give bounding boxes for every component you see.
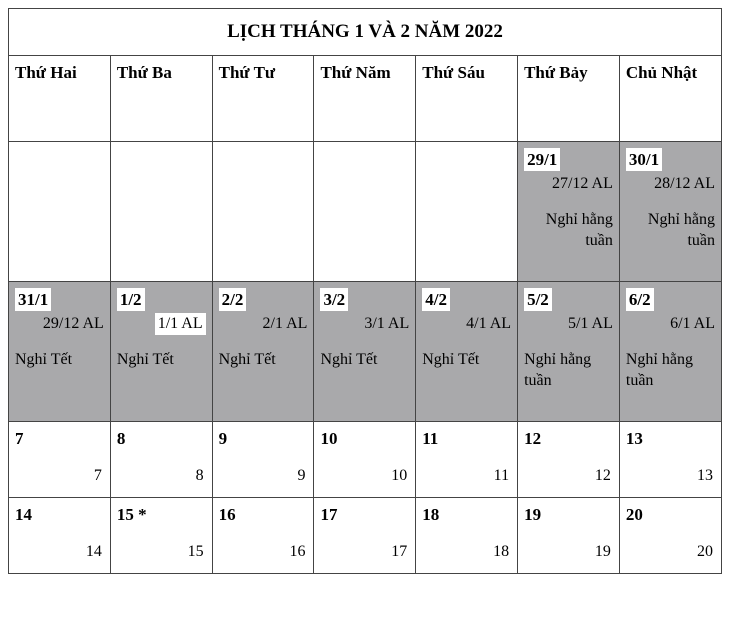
lunar-label: 3/1 AL <box>320 313 409 335</box>
lunar-label: 2/1 AL <box>219 313 308 335</box>
weekday-header-row: Thứ Hai Thứ Ba Thứ Tư Thứ Năm Thứ Sáu Th… <box>9 55 722 141</box>
weekday-mon: Thứ Hai <box>9 55 111 141</box>
day-cell: 17 17 <box>314 497 416 573</box>
date-label: 15 * <box>117 504 206 527</box>
weekday-fri: Thứ Sáu <box>416 55 518 141</box>
date-label: 5/2 <box>524 288 552 311</box>
day-cell: 4/2 4/1 AL Nghỉ Tết <box>416 281 518 421</box>
date-label: 30/1 <box>626 148 662 171</box>
note-label: Nghỉ Tết <box>15 349 104 371</box>
day-cell: 10 10 <box>314 421 416 497</box>
week-1: 29/1 27/12 AL Nghỉ hằng tuần 30/1 28/12 … <box>9 141 722 281</box>
lunar-small: 14 <box>86 541 102 563</box>
lunar-small: 12 <box>595 465 611 487</box>
day-cell: 30/1 28/12 AL Nghỉ hằng tuần <box>619 141 721 281</box>
weekday-tue: Thứ Ba <box>110 55 212 141</box>
weekday-sun: Chủ Nhật <box>619 55 721 141</box>
note-label: Nghỉ Tết <box>219 349 308 371</box>
lunar-small: 20 <box>697 541 713 563</box>
lunar-label: 28/12 AL <box>626 173 715 195</box>
day-cell: 8 8 <box>110 421 212 497</box>
week-2: 31/1 29/12 AL Nghỉ Tết 1/2 1/1 AL Nghỉ T… <box>9 281 722 421</box>
day-cell: 6/2 6/1 AL Nghỉ hằng tuần <box>619 281 721 421</box>
lunar-label: 4/1 AL <box>422 313 511 335</box>
date-label: 19 <box>524 504 613 527</box>
date-label: 10 <box>320 428 409 451</box>
date-label: 13 <box>626 428 715 451</box>
lunar-small: 8 <box>196 465 204 487</box>
day-cell: 1/2 1/1 AL Nghỉ Tết <box>110 281 212 421</box>
lunar-small: 10 <box>391 465 407 487</box>
empty-cell <box>212 141 314 281</box>
note-label: Nghỉ hằng tuần <box>524 349 613 392</box>
lunar-small: 18 <box>493 541 509 563</box>
day-cell: 29/1 27/12 AL Nghỉ hằng tuần <box>518 141 620 281</box>
date-label: 14 <box>15 504 104 527</box>
date-label: 20 <box>626 504 715 527</box>
date-label: 9 <box>219 428 308 451</box>
date-label: 8 <box>117 428 206 451</box>
note-label: Nghỉ Tết <box>320 349 409 371</box>
date-label: 17 <box>320 504 409 527</box>
empty-cell <box>110 141 212 281</box>
lunar-small: 9 <box>297 465 305 487</box>
date-label: 31/1 <box>15 288 51 311</box>
day-cell: 14 14 <box>9 497 111 573</box>
day-cell: 12 12 <box>518 421 620 497</box>
week-3: 7 7 8 8 9 9 10 10 11 11 12 12 13 13 <box>9 421 722 497</box>
note-label: Nghỉ Tết <box>117 349 206 371</box>
weekday-thu: Thứ Năm <box>314 55 416 141</box>
calendar-table: LỊCH THÁNG 1 VÀ 2 NĂM 2022 Thứ Hai Thứ B… <box>8 8 722 574</box>
lunar-small: 15 <box>188 541 204 563</box>
lunar-small: 13 <box>697 465 713 487</box>
day-cell: 11 11 <box>416 421 518 497</box>
day-cell: 18 18 <box>416 497 518 573</box>
day-cell: 16 16 <box>212 497 314 573</box>
lunar-label: 1/1 AL <box>155 313 206 335</box>
date-label: 18 <box>422 504 511 527</box>
empty-cell <box>416 141 518 281</box>
day-cell: 13 13 <box>619 421 721 497</box>
date-label: 16 <box>219 504 308 527</box>
date-label: 29/1 <box>524 148 560 171</box>
weekday-wed: Thứ Tư <box>212 55 314 141</box>
note-label: Nghỉ hằng tuần <box>626 349 715 392</box>
lunar-small: 19 <box>595 541 611 563</box>
day-cell: 31/1 29/12 AL Nghỉ Tết <box>9 281 111 421</box>
note-label: Nghỉ hằng tuần <box>626 209 715 252</box>
note-label: Nghỉ Tết <box>422 349 511 371</box>
lunar-label: 27/12 AL <box>524 173 613 195</box>
lunar-label: 29/12 AL <box>15 313 104 335</box>
weekday-sat: Thứ Bảy <box>518 55 620 141</box>
lunar-label: 5/1 AL <box>524 313 613 335</box>
date-label: 3/2 <box>320 288 348 311</box>
day-cell: 19 19 <box>518 497 620 573</box>
date-label: 6/2 <box>626 288 654 311</box>
lunar-small: 11 <box>494 465 509 487</box>
note-label: Nghỉ hằng tuần <box>524 209 613 252</box>
empty-cell <box>9 141 111 281</box>
day-cell: 9 9 <box>212 421 314 497</box>
date-label: 2/2 <box>219 288 247 311</box>
date-label: 12 <box>524 428 613 451</box>
calendar-title: LỊCH THÁNG 1 VÀ 2 NĂM 2022 <box>9 9 722 56</box>
date-label: 7 <box>15 428 104 451</box>
day-cell: 3/2 3/1 AL Nghỉ Tết <box>314 281 416 421</box>
day-cell: 20 20 <box>619 497 721 573</box>
title-row: LỊCH THÁNG 1 VÀ 2 NĂM 2022 <box>9 9 722 56</box>
lunar-label: 6/1 AL <box>626 313 715 335</box>
week-4: 14 14 15 * 15 16 16 17 17 18 18 19 19 20… <box>9 497 722 573</box>
lunar-small: 7 <box>94 465 102 487</box>
day-cell: 2/2 2/1 AL Nghỉ Tết <box>212 281 314 421</box>
date-label: 11 <box>422 428 511 451</box>
empty-cell <box>314 141 416 281</box>
date-label: 4/2 <box>422 288 450 311</box>
day-cell: 15 * 15 <box>110 497 212 573</box>
lunar-small: 17 <box>391 541 407 563</box>
lunar-small: 16 <box>289 541 305 563</box>
date-label: 1/2 <box>117 288 145 311</box>
day-cell: 5/2 5/1 AL Nghỉ hằng tuần <box>518 281 620 421</box>
day-cell: 7 7 <box>9 421 111 497</box>
